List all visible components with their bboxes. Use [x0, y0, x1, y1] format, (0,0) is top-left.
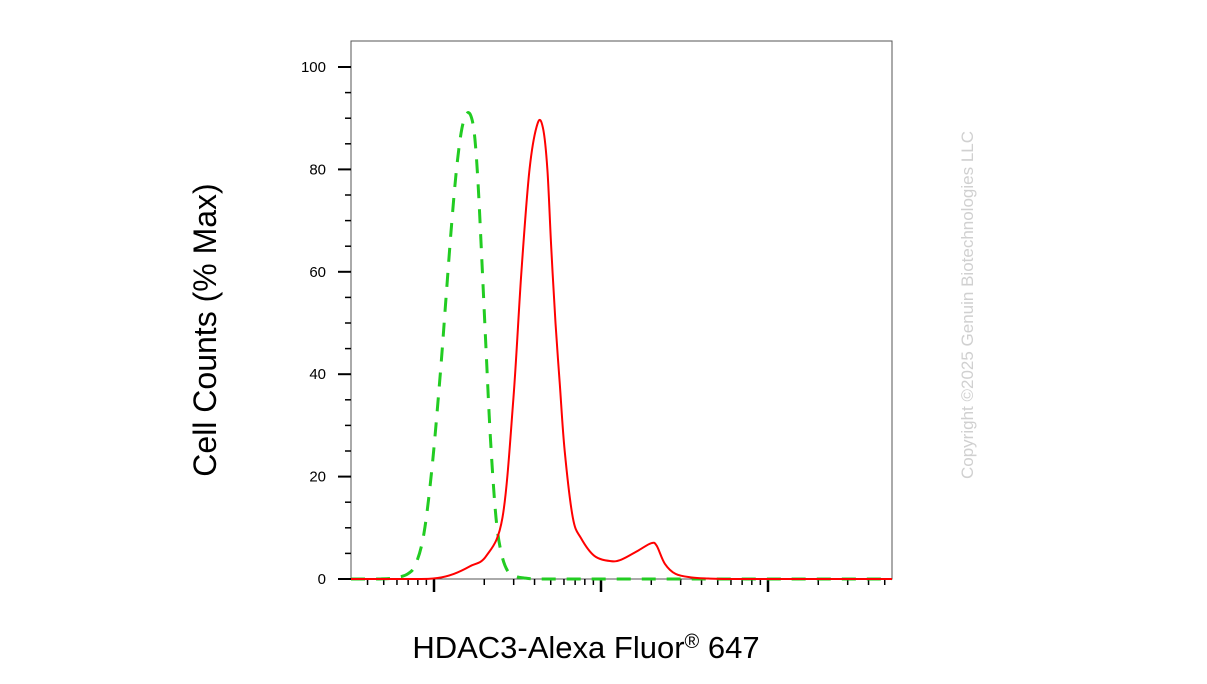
x-axis-label-main: HDAC3-Alexa Fluor — [412, 630, 684, 665]
y-axis-label: Cell Counts (% Max) — [187, 183, 223, 476]
x-axis-label-suffix: 647 — [699, 630, 759, 665]
series-group — [351, 111, 892, 581]
y-tick-label: 100 — [301, 59, 326, 76]
x-axis-label-superscript: ® — [685, 631, 700, 653]
series-line-solid-red — [351, 118, 892, 581]
y-tick-label: 20 — [309, 469, 326, 486]
series-line-dashed-green — [351, 111, 892, 581]
y-tick-label: 80 — [309, 161, 326, 178]
x-axis-ticks — [366, 579, 886, 592]
y-tick-label: 60 — [309, 264, 326, 281]
y-tick-label: 0 — [318, 571, 326, 588]
copyright-watermark: Copyright ©2025 Genuin Biotechnologies L… — [958, 131, 977, 479]
x-axis-label: HDAC3-Alexa Fluor® 647 — [412, 630, 759, 665]
y-tick-label: 40 — [309, 366, 326, 383]
plot-frame — [350, 40, 893, 580]
y-axis-ticks: 0 20 40 60 80 100 — [301, 59, 351, 588]
